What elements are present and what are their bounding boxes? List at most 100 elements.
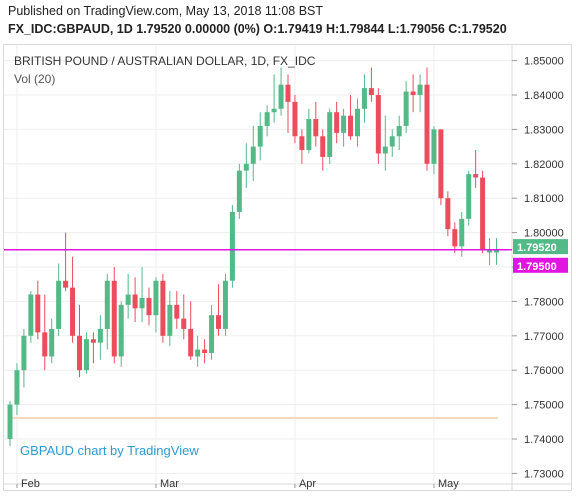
candle-body <box>139 297 145 309</box>
last-price-label: 1.79520 <box>517 242 557 254</box>
candle-body <box>313 119 319 137</box>
candle-body <box>77 335 82 371</box>
candle-body <box>181 318 187 329</box>
candle-body <box>257 125 263 147</box>
candle-body <box>285 84 291 102</box>
candle <box>167 291 173 347</box>
candle <box>403 81 409 133</box>
candle-body <box>195 349 201 357</box>
candle <box>327 108 333 164</box>
candle-body <box>42 332 48 357</box>
line-price-badge <box>513 257 568 273</box>
candle-body <box>348 115 354 137</box>
candle <box>257 112 263 161</box>
candle-body <box>396 125 402 137</box>
watermark: GBPAUD chart by TradingView <box>20 443 199 458</box>
candle <box>63 232 69 292</box>
candle-body <box>209 315 215 353</box>
candle-body <box>466 174 472 219</box>
candle-body <box>222 280 228 329</box>
candle <box>7 401 13 446</box>
candle-body <box>146 297 152 316</box>
candle-body <box>118 304 124 357</box>
candle <box>396 115 402 151</box>
y-tick-label: 1.80000 <box>524 228 564 240</box>
candle-body <box>202 349 208 353</box>
candle-body <box>97 328 103 343</box>
candle <box>452 222 458 254</box>
candle <box>216 284 221 336</box>
candle-body <box>410 91 416 95</box>
candle-body <box>14 370 20 405</box>
candle <box>21 328 27 388</box>
candle-body <box>382 146 388 154</box>
candle <box>487 238 493 265</box>
candle-body <box>63 280 69 288</box>
candle <box>125 273 131 319</box>
candle-body <box>271 108 277 113</box>
candle <box>83 332 89 374</box>
candle-body <box>90 339 96 343</box>
candle <box>341 108 347 147</box>
candle-body <box>355 108 360 137</box>
candle <box>90 332 96 364</box>
y-tick-label: 1.82000 <box>524 159 564 171</box>
candle <box>389 129 395 157</box>
candle-body <box>424 84 430 164</box>
candle-body <box>243 163 249 171</box>
candle-body <box>35 294 41 333</box>
candle-body <box>216 315 221 329</box>
y-tick-label: 1.81000 <box>524 193 564 205</box>
candle-body <box>445 198 451 230</box>
candle <box>139 267 145 323</box>
candle <box>438 129 444 206</box>
x-tick-label: Feb <box>21 478 40 490</box>
candle-body <box>28 294 34 336</box>
candle-body <box>250 146 256 164</box>
candle-body <box>21 335 27 371</box>
time-axis[interactable]: Feb Mar Apr May <box>16 478 459 490</box>
candle <box>494 238 499 265</box>
candle <box>97 315 103 360</box>
candle <box>56 263 62 336</box>
candle-body <box>417 84 423 95</box>
candle <box>188 301 194 360</box>
y-tick-label: 1.78000 <box>524 296 564 308</box>
y-tick-label: 1.77000 <box>524 331 564 343</box>
price-badges: 1.79520 1.79500 <box>513 239 568 273</box>
candle <box>334 101 340 144</box>
candle <box>132 277 138 323</box>
candle <box>118 301 124 367</box>
candle-body <box>111 280 117 357</box>
candle <box>466 170 472 226</box>
candle <box>313 101 319 147</box>
candle <box>306 108 312 154</box>
y-tick-label: 1.83000 <box>524 124 564 136</box>
candle-body <box>368 88 374 95</box>
candle <box>264 105 270 137</box>
candle-body <box>83 339 89 371</box>
candles <box>7 67 499 446</box>
candle <box>278 67 284 116</box>
candle-body <box>70 287 76 336</box>
candle-body <box>299 136 305 151</box>
candle <box>229 205 235 288</box>
candle <box>480 170 486 254</box>
candle-body <box>153 280 159 316</box>
volume-indicator-label[interactable]: Vol (20) <box>14 72 55 86</box>
x-tick-label: May <box>438 478 459 490</box>
y-tick-label: 1.75000 <box>524 400 564 412</box>
candle-body <box>389 136 395 147</box>
candle <box>473 150 479 188</box>
candle-body <box>403 91 409 126</box>
candle <box>42 294 48 371</box>
candle <box>174 291 180 329</box>
candle <box>375 88 381 164</box>
candle-body <box>494 249 499 253</box>
candle-body <box>320 136 326 157</box>
candle <box>424 67 430 171</box>
candle <box>111 267 117 364</box>
candle <box>348 95 354 140</box>
candle <box>160 273 166 343</box>
